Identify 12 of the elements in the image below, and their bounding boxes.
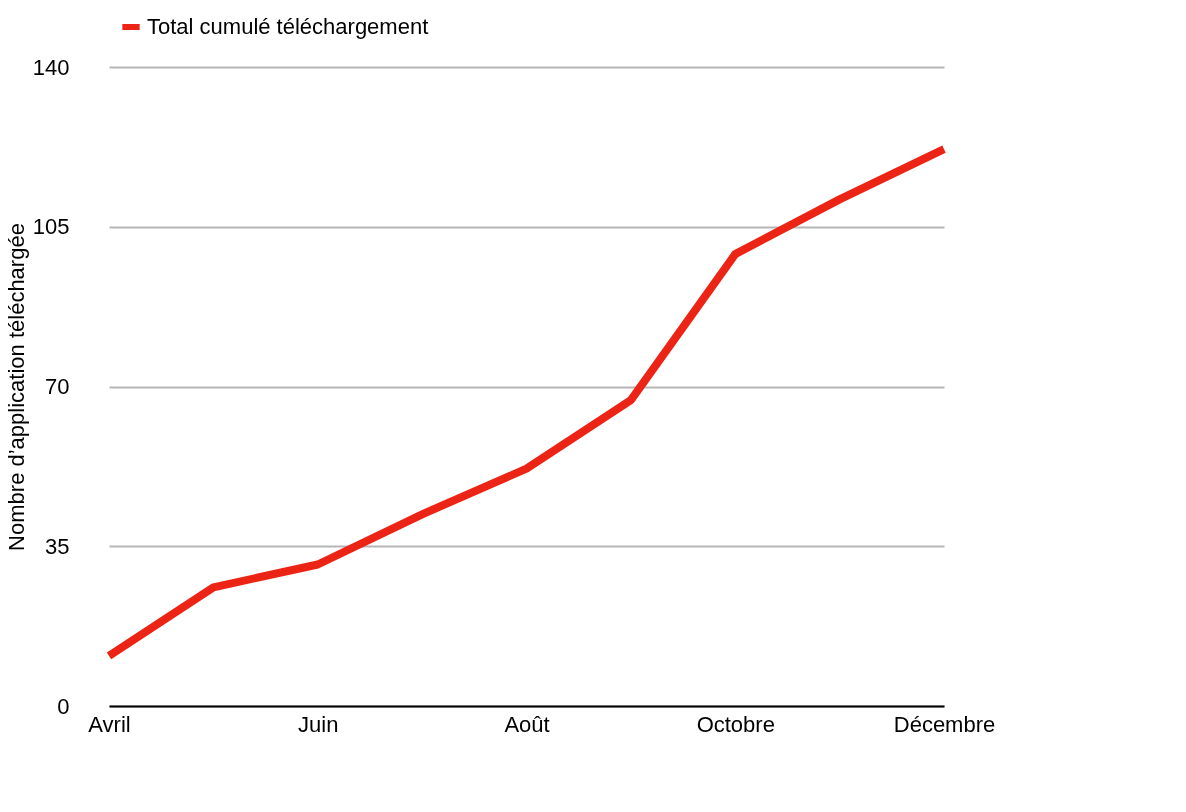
x-tick-label: Août [504, 711, 550, 737]
x-tick-label: Octobre [696, 711, 775, 737]
x-tick-label: Décembre [893, 711, 996, 737]
x-tick-label: Avril [88, 711, 131, 737]
y-tick-label: 0 [57, 693, 70, 719]
legend-label: Total cumulé téléchargement [147, 14, 429, 39]
y-axis-title: Nombre d’application téléchargée [3, 223, 29, 551]
y-tick-label: 35 [45, 533, 70, 559]
y-tick-label: 105 [32, 214, 70, 240]
y-tick-label: 70 [45, 374, 70, 399]
x-tick-label: Juin [298, 711, 339, 737]
y-tick-label: 140 [32, 54, 70, 80]
